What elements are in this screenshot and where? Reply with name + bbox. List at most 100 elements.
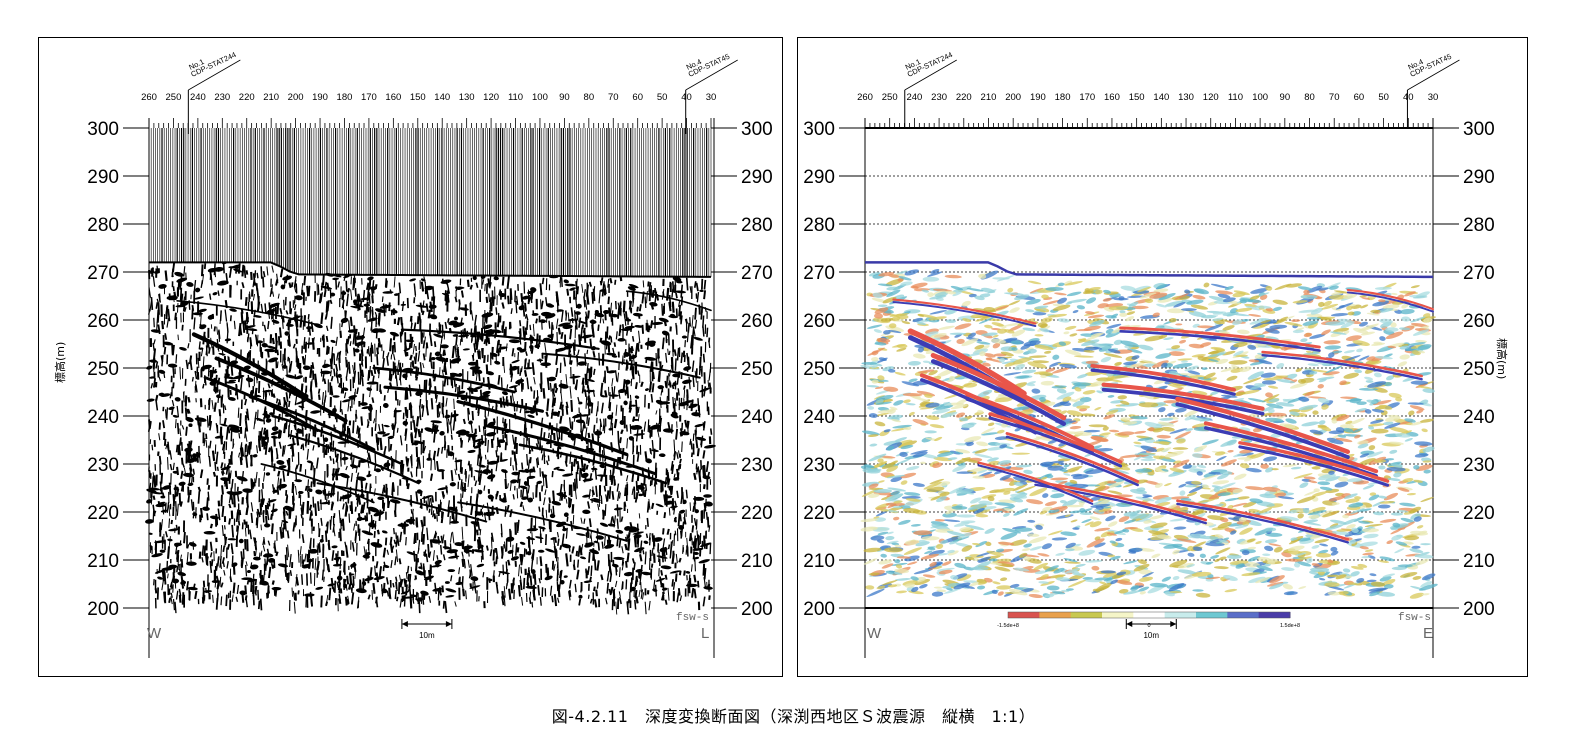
noise-blob	[546, 304, 555, 308]
noise-stroke	[331, 346, 334, 360]
noise-stroke	[360, 349, 364, 362]
noise-blob	[402, 373, 408, 379]
noise-stroke	[520, 293, 524, 302]
noise-blob	[315, 586, 324, 590]
noise-stroke	[571, 546, 575, 554]
noise-stroke	[168, 588, 171, 595]
noise-blob	[263, 523, 271, 528]
noise-stroke	[354, 530, 357, 541]
noise-blob	[486, 460, 499, 465]
noise-stroke	[667, 348, 669, 356]
noise-stroke	[313, 479, 316, 487]
noise-stroke	[523, 369, 528, 377]
noise-stroke	[341, 299, 345, 309]
noise-stroke	[325, 335, 329, 343]
noise-stroke	[317, 388, 321, 394]
noise-blob	[249, 564, 259, 570]
noise-stroke	[414, 286, 416, 297]
noise-stroke	[281, 445, 285, 457]
reflector-band	[214, 356, 348, 423]
noise-stroke	[636, 342, 640, 352]
noise-stroke	[616, 504, 619, 517]
noise-stroke	[443, 351, 447, 356]
noise-stroke	[339, 528, 342, 542]
noise-stroke	[306, 479, 310, 493]
noise-blob	[692, 496, 705, 501]
noise-blob	[375, 328, 387, 333]
noise-stroke	[621, 581, 624, 591]
noise-stroke	[600, 495, 603, 504]
noise-stroke	[395, 581, 398, 592]
noise-stroke	[454, 468, 457, 475]
noise-stroke	[501, 321, 505, 333]
noise-stroke	[584, 427, 588, 439]
noise-stroke	[671, 358, 674, 372]
noise-blob	[704, 444, 716, 449]
noise-stroke	[617, 490, 620, 502]
noise-stroke	[342, 423, 345, 428]
noise-stroke	[150, 492, 153, 505]
noise-stroke	[676, 592, 680, 603]
noise-stroke	[184, 306, 187, 312]
noise-stroke	[276, 273, 279, 284]
noise-stroke	[404, 428, 408, 441]
noise-blob	[485, 432, 497, 437]
noise-stroke	[677, 388, 680, 396]
noise-stroke	[646, 517, 649, 527]
noise-stroke	[672, 396, 675, 409]
noise-stroke	[263, 324, 267, 332]
noise-stroke	[356, 472, 360, 477]
noise-stroke	[164, 409, 168, 419]
noise-stroke	[470, 310, 474, 321]
noise-stroke	[174, 312, 177, 321]
noise-stroke	[170, 592, 173, 598]
noise-blob	[374, 468, 382, 473]
noise-blob	[562, 527, 567, 532]
noise-blob	[270, 431, 280, 436]
noise-blob	[511, 359, 520, 364]
noise-stroke	[589, 338, 593, 347]
noise-stroke	[575, 281, 579, 294]
noise-stroke	[580, 586, 583, 593]
noise-stroke	[209, 523, 213, 529]
noise-blob	[556, 492, 568, 498]
noise-blob	[400, 590, 410, 595]
noise-stroke	[454, 601, 457, 607]
noise-stroke	[320, 312, 324, 325]
noise-stroke	[519, 553, 523, 566]
noise-blob	[476, 440, 485, 446]
noise-blob	[493, 276, 499, 281]
noise-stroke	[367, 419, 370, 426]
noise-stroke	[377, 312, 381, 325]
noise-stroke	[597, 503, 600, 511]
noise-stroke	[220, 435, 224, 443]
noise-stroke	[503, 418, 507, 429]
noise-stroke	[340, 519, 343, 527]
noise-stroke	[328, 587, 332, 601]
noise-stroke	[614, 580, 618, 588]
noise-blob	[306, 460, 313, 464]
noise-stroke	[608, 559, 611, 565]
noise-stroke	[240, 551, 244, 562]
noise-blob	[437, 469, 445, 472]
noise-stroke	[588, 551, 591, 563]
noise-stroke	[226, 543, 231, 550]
noise-stroke	[425, 342, 429, 349]
noise-stroke	[376, 529, 380, 535]
noise-stroke	[231, 478, 234, 489]
noise-stroke	[427, 309, 431, 319]
noise-stroke	[637, 370, 640, 376]
noise-stroke	[362, 289, 366, 303]
elevation-label-left: 300	[87, 119, 119, 140]
noise-blob	[151, 553, 163, 558]
noise-blob	[467, 361, 478, 366]
noise-stroke	[231, 524, 235, 538]
noise-blob	[259, 580, 269, 586]
noise-stroke	[307, 319, 310, 333]
noise-stroke	[220, 582, 224, 588]
noise-stroke	[182, 392, 185, 403]
noise-stroke	[280, 521, 283, 530]
noise-stroke	[295, 573, 298, 587]
noise-stroke	[175, 590, 179, 600]
noise-stroke	[200, 264, 204, 277]
